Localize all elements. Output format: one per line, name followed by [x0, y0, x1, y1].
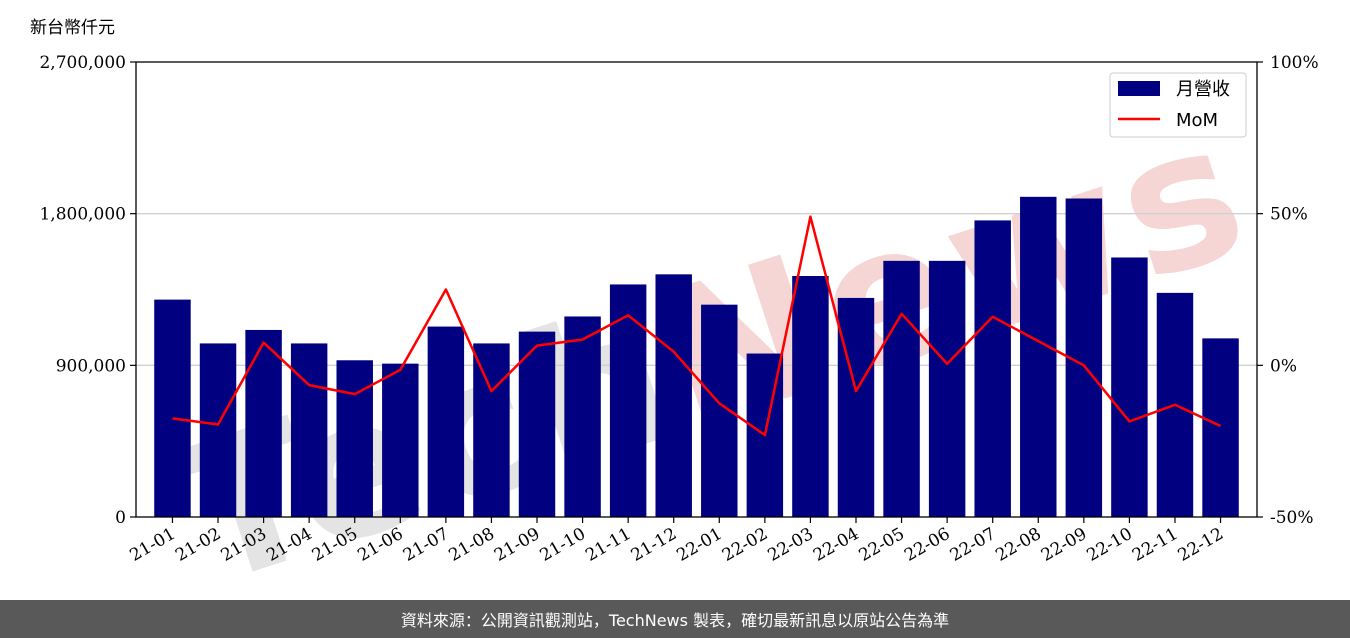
bar-21-09: [518, 331, 556, 517]
left-tick-label: 1,800,000: [39, 205, 126, 225]
x-tick-label-22-11: 22-11: [1129, 524, 1181, 566]
x-tick-label-22-12: 22-12: [1175, 524, 1227, 566]
bar-21-08: [473, 343, 510, 517]
bar-21-07: [427, 326, 465, 517]
bar-21-01: [154, 299, 191, 517]
legend-label-monthly-revenue: 月營收: [1176, 79, 1230, 100]
x-tick-label-21-11: 21-11: [582, 524, 634, 566]
bar-22-10: [1111, 257, 1148, 517]
bar-22-03: [792, 276, 829, 517]
bar-21-03: [245, 329, 282, 517]
x-tick-label-22-10: 22-10: [1083, 524, 1135, 566]
right-tick-label: 50%: [1270, 205, 1308, 225]
bar-21-04: [290, 343, 328, 517]
x-tick-label-21-01: 21-01: [127, 524, 179, 566]
source-footer: 資料來源：公開資訊觀測站，TechNews 製表，確切最新訊息以原站公告為準: [0, 600, 1350, 638]
bar-22-06: [928, 260, 966, 517]
x-tick-label-22-06: 22-06: [901, 524, 953, 566]
footer-text: 資料來源：公開資訊觀測站，TechNews 製表，確切最新訊息以原站公告為準: [400, 611, 950, 630]
bar-22-04: [837, 297, 875, 517]
bar-21-12: [655, 274, 692, 517]
bar-21-05: [336, 360, 373, 517]
bar-series-monthly-revenue: [154, 196, 1239, 517]
x-tick-label-22-03: 22-03: [764, 524, 816, 566]
mom-line: [172, 215, 1222, 437]
bar-21-06: [382, 363, 419, 517]
x-tick-label-22-09: 22-09: [1038, 524, 1090, 566]
right-tick-label: 0%: [1270, 356, 1297, 376]
x-tick-label-21-12: 21-12: [628, 524, 680, 566]
line-series-mom: [172, 215, 1222, 437]
bar-21-11: [609, 284, 647, 517]
x-tick-label-21-10: 21-10: [537, 524, 589, 566]
x-tick-label-22-05: 22-05: [856, 524, 908, 566]
left-tick-label: 900,000: [56, 356, 126, 376]
bar-22-08: [1020, 196, 1057, 517]
right-tick-label: 100%: [1270, 53, 1319, 73]
plot-area-frame: [135, 61, 1258, 518]
bar-22-07: [974, 220, 1011, 517]
left-tick-label: 2,700,000: [39, 53, 126, 73]
x-tick-label-22-02: 22-02: [719, 524, 771, 566]
y-axis-unit-label: 新台幣仟元: [30, 18, 115, 38]
x-tick-label-22-04: 22-04: [810, 524, 862, 566]
left-y-axis: 0 900,000 1,800,000 2,700,000: [39, 53, 136, 528]
x-tick-label-22-07: 22-07: [947, 524, 999, 566]
right-y-axis: -50% 0% 50% 100%: [1257, 53, 1319, 528]
bar-21-02: [199, 343, 237, 517]
bar-22-12: [1202, 338, 1239, 517]
legend-label-mom: MoM: [1176, 110, 1218, 131]
revenue-chart: TechNews 新台幣仟元 0900,0001,800,0002,700,00…: [30, 18, 1319, 600]
right-tick-label: -50%: [1270, 508, 1314, 528]
bar-21-10: [564, 316, 601, 517]
chart-legend: 月營收 MoM: [1109, 72, 1247, 138]
x-tick-label-22-01: 22-01: [673, 524, 725, 566]
x-tick-label-22-08: 22-08: [992, 524, 1044, 566]
bar-22-05: [883, 260, 920, 517]
legend-bar-swatch: [1118, 81, 1160, 96]
left-tick-label: 0: [115, 508, 126, 528]
